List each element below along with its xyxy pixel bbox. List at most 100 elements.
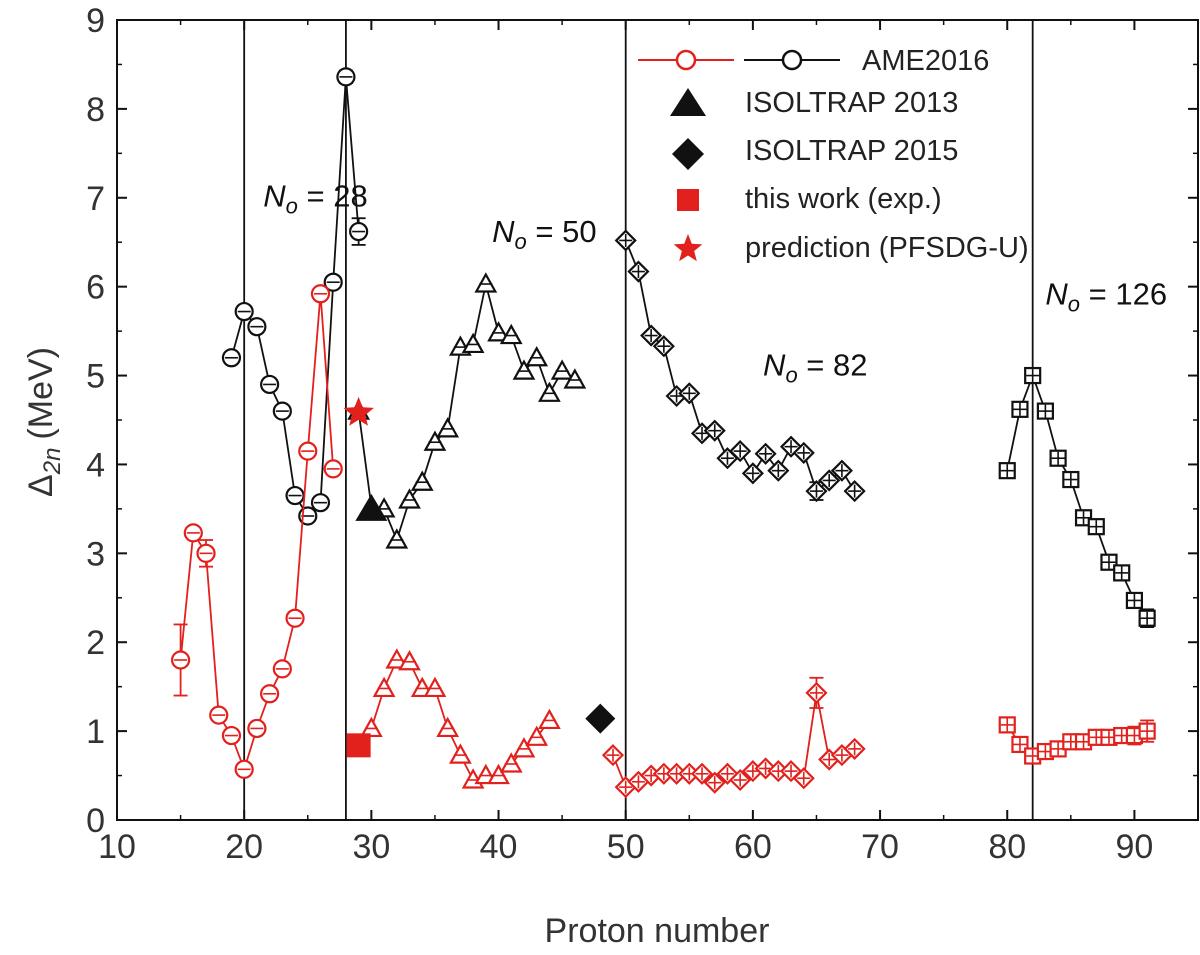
legend-item-prediction: prediction (PFSDG-U) <box>673 232 1029 264</box>
series-2 <box>347 272 587 549</box>
point-3-6-shape <box>436 716 460 738</box>
point-2-12 <box>499 323 523 345</box>
point-3-0 <box>359 716 383 738</box>
series-layer <box>170 67 1156 799</box>
special-point-1 <box>585 703 616 734</box>
point-6-8 <box>1100 553 1118 571</box>
x-tick-label-2: 30 <box>352 828 390 866</box>
point-6-3 <box>1036 402 1054 420</box>
point-0-5 <box>285 485 305 506</box>
point-2-12-shape <box>499 323 523 345</box>
shell-label-sub-82: o <box>785 363 797 388</box>
shell-label-28: No = 28 <box>263 179 367 219</box>
point-5-0 <box>601 744 625 767</box>
point-2-4 <box>398 488 421 509</box>
point-4-1 <box>627 260 650 283</box>
point-1-1 <box>183 523 203 543</box>
point-7-1 <box>1011 735 1029 754</box>
point-0-8 <box>323 272 343 292</box>
point-4-10 <box>741 462 764 485</box>
point-2-6 <box>423 430 447 451</box>
shell-label-n-82: N <box>763 348 786 383</box>
series-7 <box>998 716 1156 765</box>
y-axis-title: Δ2n (MeV) <box>22 347 66 497</box>
legend-label-isoltrap-2013: ISOLTRAP 2013 <box>745 87 958 119</box>
point-4-15 <box>805 480 828 503</box>
legend-item-ame2016: AME2016 <box>638 45 989 77</box>
x-tick-label-6: 70 <box>861 828 899 866</box>
point-7-0 <box>998 716 1016 734</box>
shell-label-126: No = 126 <box>1045 276 1167 316</box>
y-tick-label-6: 6 <box>86 269 105 307</box>
point-2-11 <box>487 321 510 342</box>
x-axis-title: Proton number <box>545 912 770 950</box>
x-tick-label-1: 20 <box>225 828 263 866</box>
shell-label-n-126: N <box>1045 276 1068 311</box>
point-2-14 <box>525 346 549 367</box>
point-3-2 <box>385 648 409 669</box>
x-tick-label-4: 50 <box>607 828 645 866</box>
shell-label-value-50: = 50 <box>527 214 597 249</box>
y-tick-label-4: 4 <box>86 446 105 484</box>
point-2-5-shape <box>410 470 434 491</box>
x-tick-label-7: 80 <box>988 828 1026 866</box>
point-2-11-shape <box>487 321 510 342</box>
point-3-5 <box>423 676 447 698</box>
point-6-0 <box>998 462 1016 480</box>
y-tick-label-5: 5 <box>86 358 105 396</box>
point-0-10 <box>349 221 369 242</box>
point-4-18 <box>843 480 866 503</box>
point-1-8 <box>272 659 292 679</box>
point-2-5 <box>410 470 434 491</box>
legend-label-prediction: prediction (PFSDG-U) <box>745 232 1029 264</box>
point-0-2 <box>247 317 267 337</box>
point-0-0 <box>221 348 242 368</box>
point-2-4-shape <box>398 488 421 509</box>
point-2-10-shape <box>474 272 498 293</box>
special-point-0 <box>355 493 388 521</box>
point-6-1 <box>1011 400 1029 418</box>
point-6-6 <box>1074 509 1093 527</box>
point-5-8 <box>703 771 726 794</box>
point-3-11-shape <box>499 752 523 773</box>
x-tick-label-5: 60 <box>734 828 772 866</box>
point-0-3 <box>260 374 280 395</box>
point-1-12 <box>323 459 343 479</box>
point-2-9 <box>461 332 485 354</box>
point-2-3 <box>385 528 409 549</box>
point-7-3 <box>1036 742 1054 761</box>
point-1-10 <box>298 441 318 461</box>
point-3-7-shape <box>449 743 472 764</box>
point-4-2 <box>640 324 663 347</box>
y-axis-title-unit: (MeV) <box>22 347 60 440</box>
legend-item-this-work: this work (exp.) <box>677 183 942 215</box>
point-5-19 <box>843 737 866 760</box>
point-2-13-shape <box>512 359 536 380</box>
point-2-16 <box>550 359 574 380</box>
y-tick-label-3: 3 <box>86 535 105 573</box>
x-tick-label-0: 10 <box>98 828 136 866</box>
point-5-16 <box>805 681 828 704</box>
point-2-17 <box>563 368 587 389</box>
point-1-11 <box>310 284 331 304</box>
shell-label-value-82: = 82 <box>798 348 868 383</box>
y-tick-label-1: 1 <box>86 713 105 751</box>
point-6-4 <box>1049 449 1067 467</box>
y-tick-label-7: 7 <box>86 180 105 218</box>
point-3-14 <box>538 708 561 730</box>
legend-item-isoltrap-2015: ISOLTRAP 2015 <box>672 135 958 170</box>
series-line-2 <box>357 283 576 543</box>
legend-label-this-work: this work (exp.) <box>745 183 942 215</box>
point-3-12 <box>512 737 536 758</box>
shell-label-n-28: N <box>263 179 286 214</box>
point-2-15 <box>538 381 561 402</box>
point-1-2 <box>196 543 216 563</box>
series-4 <box>614 229 866 503</box>
point-4-16 <box>818 469 841 492</box>
point-3-6 <box>436 716 460 738</box>
point-2-3-shape <box>385 528 409 549</box>
point-3-13 <box>525 725 549 746</box>
point-4-9 <box>729 440 752 463</box>
shell-label-value-28: = 28 <box>298 179 368 214</box>
